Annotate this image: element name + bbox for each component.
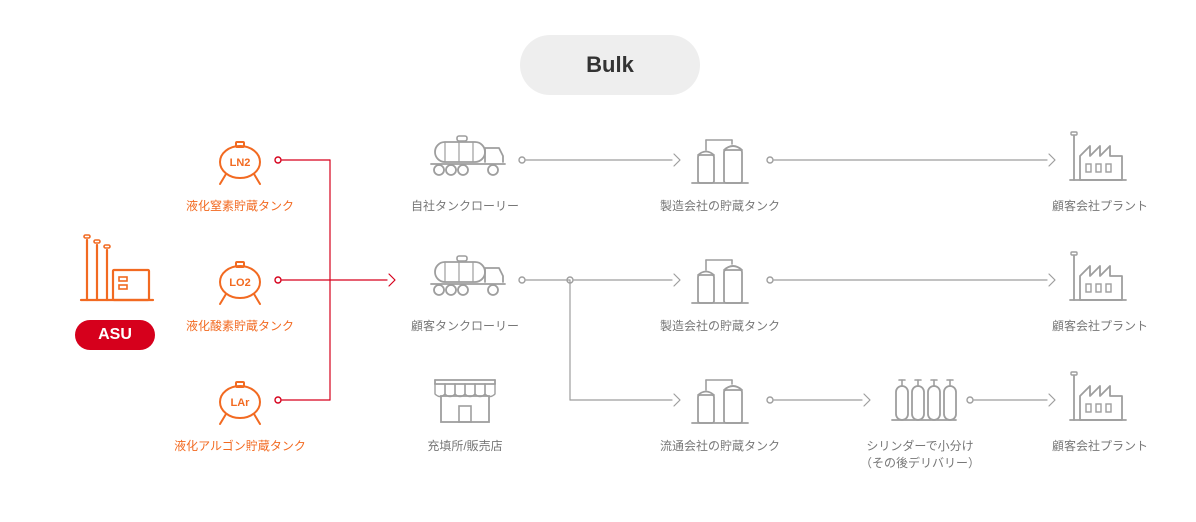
shop-icon bbox=[435, 380, 495, 422]
customer-plant-icon bbox=[1070, 372, 1126, 420]
tank-icon: LO2 bbox=[220, 262, 260, 304]
tank-icon: LAr bbox=[220, 382, 260, 424]
svg-text:LN2: LN2 bbox=[230, 157, 251, 169]
tank-icon: LN2 bbox=[220, 142, 260, 184]
svg-text:LO2: LO2 bbox=[229, 277, 250, 289]
node-label-storage: 流通会社の貯蔵タンク bbox=[630, 438, 810, 455]
tanker-truck-icon bbox=[431, 256, 505, 295]
tank-label: 液化酸素貯蔵タンク bbox=[150, 318, 330, 335]
node-label-truck: 自社タンクローリー bbox=[375, 198, 555, 215]
tank-label: 液化アルゴン貯蔵タンク bbox=[150, 438, 330, 455]
svg-text:LAr: LAr bbox=[231, 397, 251, 409]
node-label-storage: 製造会社の貯蔵タンク bbox=[630, 318, 810, 335]
storage-tank-icon bbox=[692, 380, 748, 423]
node-label-plant: 顧客会社プラント bbox=[1010, 198, 1190, 215]
asu-plant-icon bbox=[81, 235, 153, 300]
cylinders-icon bbox=[892, 380, 956, 420]
customer-plant-icon bbox=[1070, 252, 1126, 300]
tanker-truck-icon bbox=[431, 136, 505, 175]
node-label-truck: 顧客タンクローリー bbox=[375, 318, 555, 335]
node-label-plant: 顧客会社プラント bbox=[1010, 318, 1190, 335]
storage-tank-icon bbox=[692, 140, 748, 183]
node-label-storage: 製造会社の貯蔵タンク bbox=[630, 198, 810, 215]
node-label-plant: 顧客会社プラント bbox=[1010, 438, 1190, 455]
node-label-shop: 充填所/販売店 bbox=[375, 438, 555, 455]
tank-label: 液化窒素貯蔵タンク bbox=[150, 198, 330, 215]
node-label-cylinders: シリンダーで小分け （その後デリバリー） bbox=[830, 438, 1010, 472]
customer-plant-icon bbox=[1070, 132, 1126, 180]
storage-tank-icon bbox=[692, 260, 748, 303]
